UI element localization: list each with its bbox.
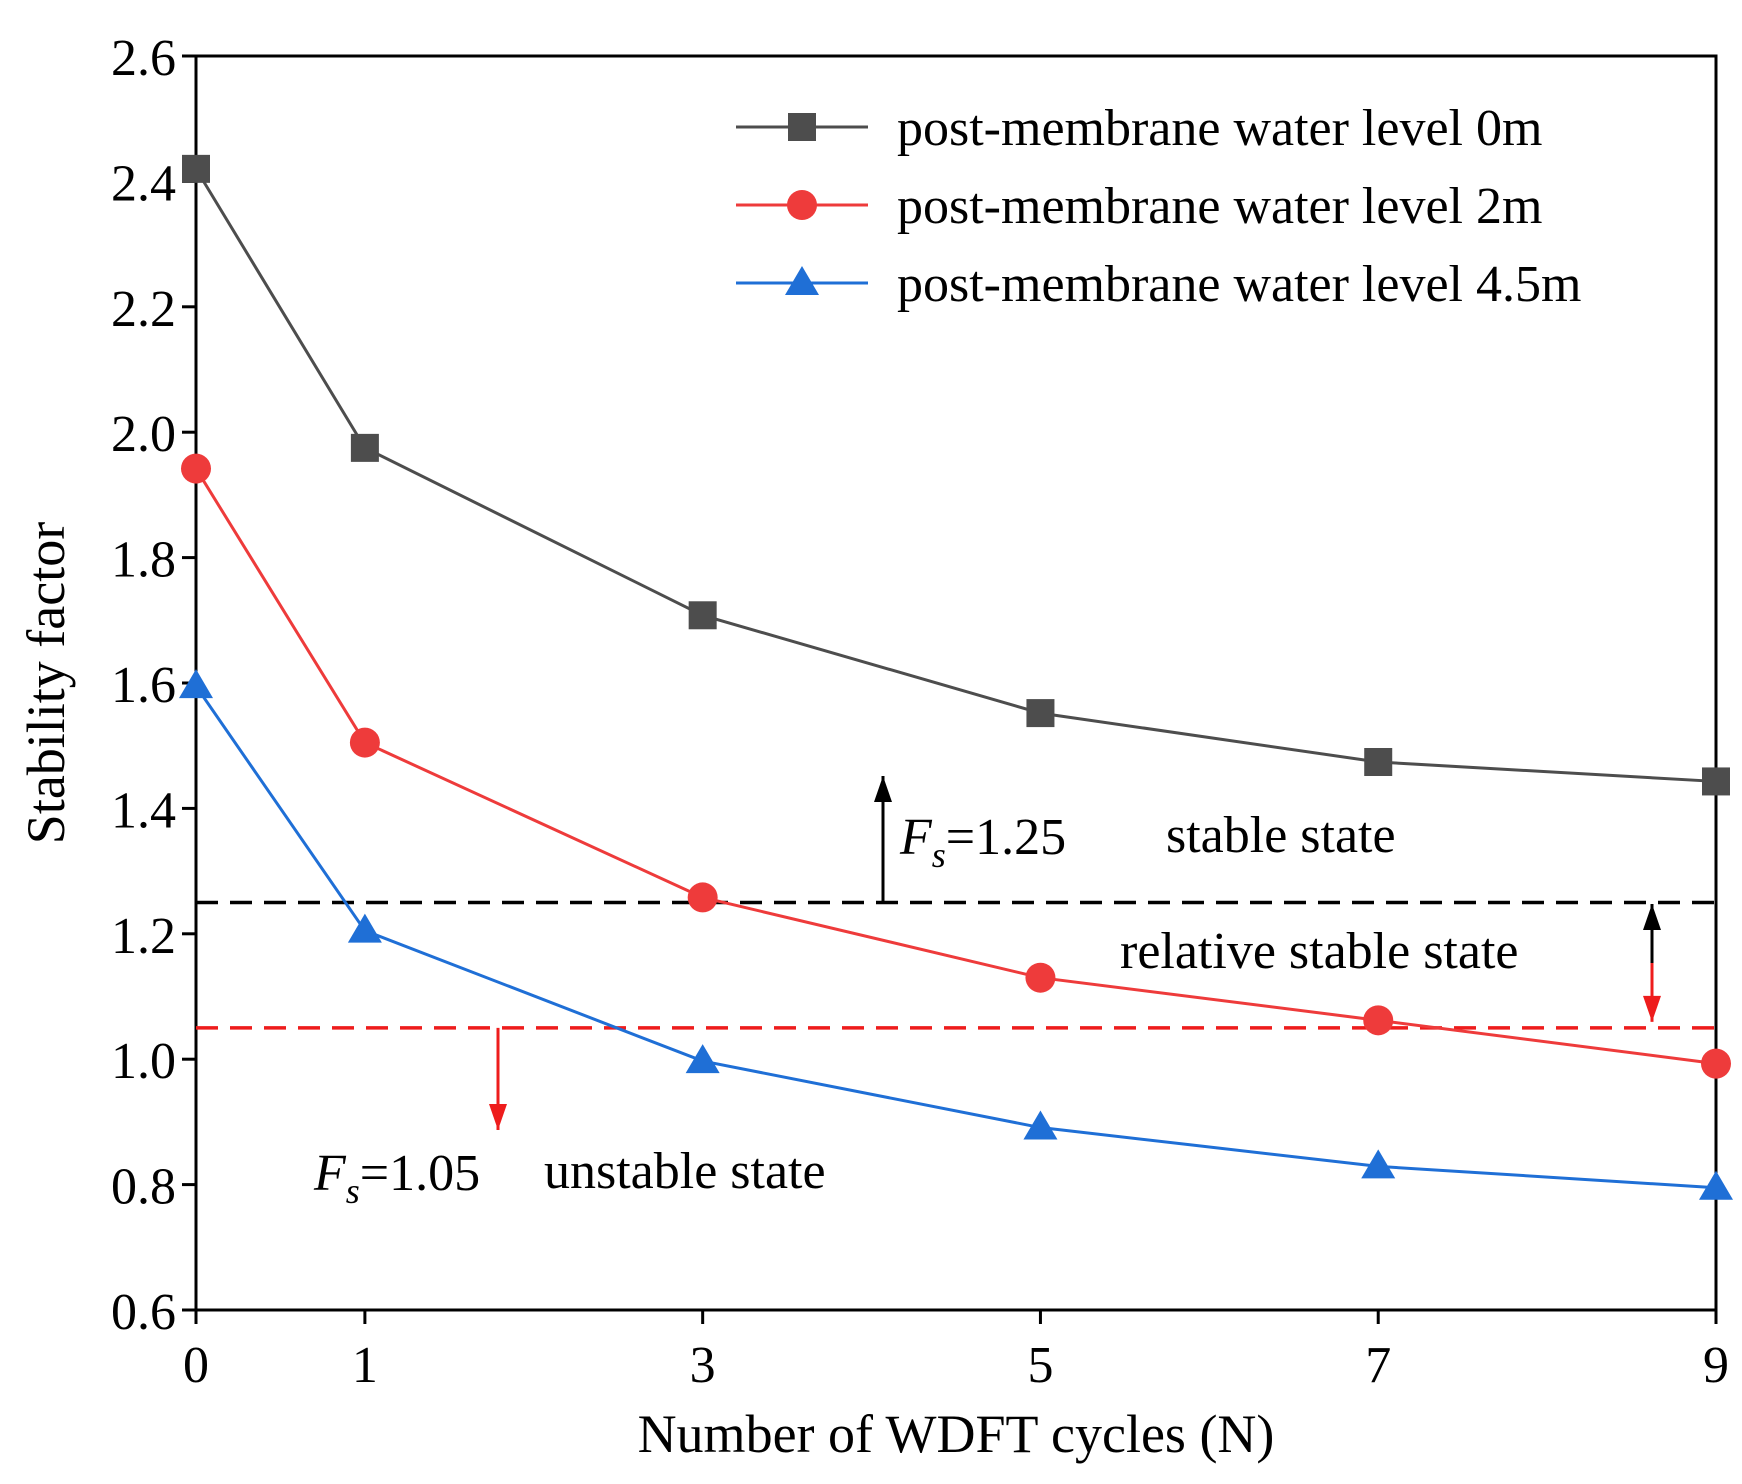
y-tick-label: 1.6	[111, 657, 176, 714]
relative-stable-state-label: relative stable state	[1120, 923, 1518, 980]
legend-label-2: post-membrane water level 4.5m	[897, 256, 1581, 313]
y-tick-label: 2.2	[111, 281, 176, 338]
plot-area-frame	[194, 54, 1718, 1312]
legend-marker-0	[788, 113, 816, 141]
series-2-point	[179, 669, 213, 699]
x-axis-label: Number of WDFT cycles (N)	[638, 1404, 1275, 1464]
series-1-point	[349, 727, 380, 758]
series-1-point	[181, 453, 211, 484]
series-2-point	[1361, 1149, 1396, 1179]
axis-ticks: 0.6 0.8 1.0 1.2 1.4 1.6 1.8 2.0 2.2 2.4 2.6 0 1 3 5 7 9	[111, 30, 1729, 1394]
y-axis-label: Stability factor	[16, 522, 76, 844]
series-line-1	[194, 467, 1717, 1066]
series-2-point	[685, 1044, 720, 1074]
series-markers	[179, 154, 1733, 1200]
x-tick-label: 7	[1365, 1337, 1391, 1394]
legend-label-0: post-membrane water level 0m	[897, 100, 1542, 157]
series-1-point	[1363, 1005, 1394, 1036]
legend-marker-2	[785, 266, 819, 295]
legend-marker-1	[787, 190, 817, 220]
stable-state-label: stable state	[1166, 807, 1396, 864]
unstable-state-label: unstable state	[544, 1143, 826, 1200]
stable-arrow-up	[874, 776, 892, 903]
series-1-point	[687, 882, 718, 913]
y-tick-label: 2.0	[111, 406, 176, 463]
x-tick-label: 9	[1703, 1337, 1729, 1394]
unstable-arrow-down	[489, 1027, 507, 1130]
series-0-point	[1364, 748, 1393, 777]
legend: post-membrane water level 0m post-membran…	[736, 100, 1581, 313]
y-tick-label: 1.2	[111, 908, 176, 965]
y-tick-label: 1.0	[111, 1033, 176, 1090]
y-tick-label: 0.8	[111, 1159, 176, 1216]
legend-entry-2: post-membrane water level 4.5m	[736, 256, 1581, 313]
fs-105-label: Fs=1.05	[313, 1145, 480, 1211]
x-tick-label: 0	[183, 1337, 209, 1394]
y-tick-label: 2.6	[111, 30, 176, 87]
legend-entry-0: post-membrane water level 0m	[736, 100, 1542, 157]
fs-125-label: Fs=1.25	[899, 809, 1066, 875]
legend-entry-1: post-membrane water level 2m	[736, 178, 1542, 235]
series-0-point	[1026, 699, 1055, 728]
x-tick-label: 1	[352, 1337, 378, 1394]
series-2-point	[347, 913, 382, 943]
legend-label-1: post-membrane water level 2m	[897, 178, 1542, 235]
series-0-point	[1702, 767, 1730, 796]
relative-arrow-down	[1643, 963, 1661, 1022]
series-0-point	[688, 601, 717, 630]
series-2-point	[1023, 1110, 1058, 1140]
series-line-0	[194, 168, 1717, 783]
series-1-point	[1025, 962, 1056, 993]
y-tick-label: 1.4	[111, 782, 176, 839]
series-0-point	[182, 154, 210, 183]
annotations: Fs=1.25 stable state relative stable state…	[313, 776, 1661, 1211]
series-lines	[194, 168, 1717, 1190]
x-tick-label: 5	[1027, 1337, 1053, 1394]
series-2-point	[1699, 1170, 1733, 1200]
y-tick-label: 1.8	[111, 532, 176, 589]
y-tick-label: 0.6	[111, 1284, 176, 1341]
x-tick-label: 3	[690, 1337, 716, 1394]
threshold-lines	[196, 900, 1716, 1030]
series-0-point	[350, 433, 379, 462]
relative-arrow-up	[1643, 904, 1661, 963]
series-1-point	[1701, 1048, 1731, 1079]
y-tick-label: 2.4	[111, 155, 176, 212]
series-line-2	[194, 685, 1717, 1190]
